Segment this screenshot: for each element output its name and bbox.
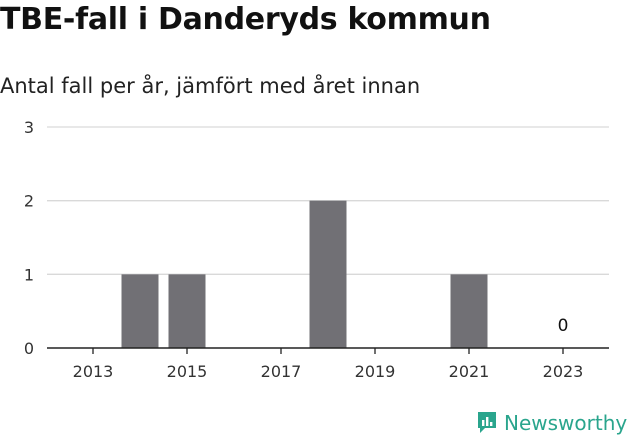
y-tick-label: 0 [24,339,34,358]
y-tick-label: 1 [24,265,34,284]
newsworthy-logo-icon [478,412,496,433]
annotations: 0 [558,316,569,336]
chart-title: TBE-fall i Danderyds kommun [0,2,491,37]
x-tick-label: 2021 [449,362,490,381]
x-tick-label: 2023 [543,362,584,381]
bar-2018 [309,200,347,348]
y-tick-label: 2 [24,192,34,211]
bars [121,200,488,348]
bar-2015 [168,274,206,348]
y-axis-ticks: 0 1 2 3 [24,118,34,358]
newsworthy-logo: Newsworthy [476,408,627,438]
x-tick-label: 2015 [167,362,208,381]
x-tick-label: 2017 [261,362,302,381]
bar-2014 [121,274,159,348]
chart-subtitle: Antal fall per år, jämfört med året inna… [0,74,421,98]
bar-2021 [450,274,488,348]
x-tick-label: 2013 [73,362,114,381]
data-label-2023: 0 [558,316,569,336]
y-tick-label: 3 [24,118,34,137]
newsworthy-logo-text: Newsworthy [504,411,628,435]
x-axis-ticks: 2013 2015 2017 2019 2021 2023 [73,348,584,381]
x-tick-label: 2019 [355,362,396,381]
